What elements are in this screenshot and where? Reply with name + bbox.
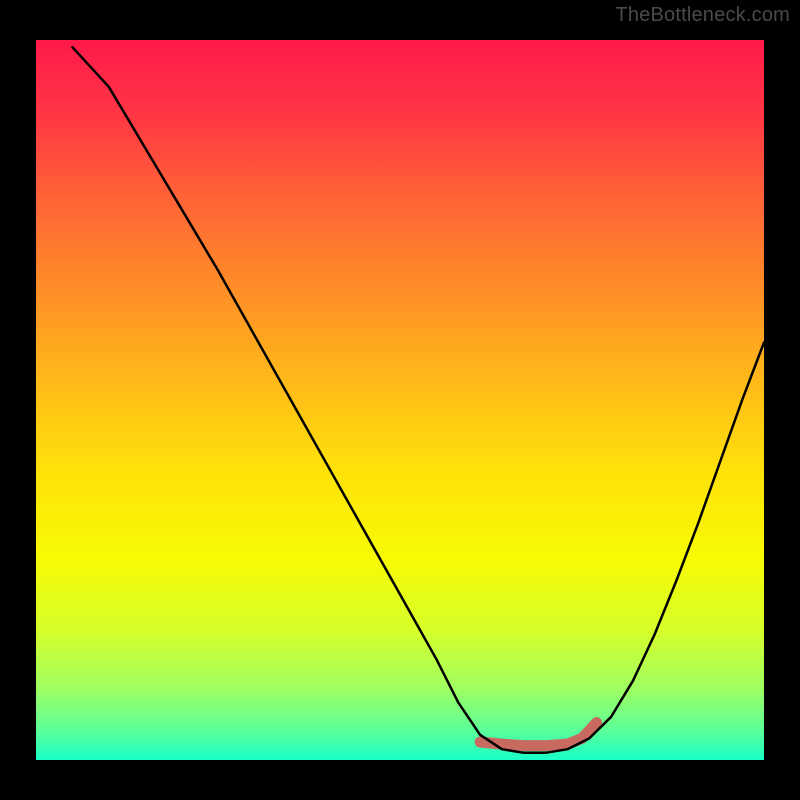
bottleneck-chart [0,0,800,800]
attribution-text: TheBottleneck.com [615,4,790,27]
